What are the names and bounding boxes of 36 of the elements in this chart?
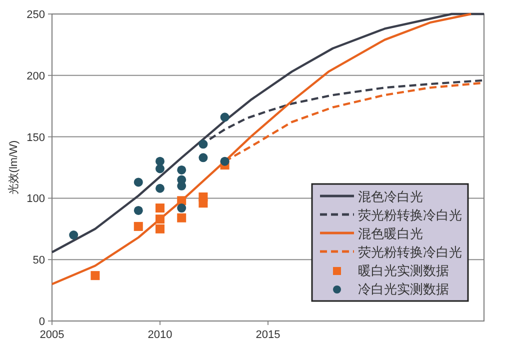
point <box>156 214 164 224</box>
point <box>220 112 230 122</box>
y-tick-label: 150 <box>26 132 45 144</box>
point <box>156 156 164 166</box>
point <box>134 206 143 215</box>
point <box>198 140 208 149</box>
point <box>198 153 208 162</box>
y-tick-label: 50 <box>32 254 45 267</box>
x-tick-label: 2010 <box>148 329 172 341</box>
point <box>156 184 164 193</box>
x-tick-label: 2005 <box>40 329 64 341</box>
y-tick-label: 200 <box>26 70 45 82</box>
point <box>177 204 186 213</box>
point <box>156 164 164 174</box>
point <box>90 271 100 280</box>
legend-label: 混色冷白光 <box>358 189 423 204</box>
point <box>69 230 78 240</box>
legend-label: 冷白光实测数据 <box>358 282 449 296</box>
y-tick-label: 250 <box>26 9 45 21</box>
point <box>134 222 143 231</box>
legend-label: 暖白光实测数据 <box>358 263 449 278</box>
point <box>134 178 143 187</box>
y-axis-title: 光效(lm/W) <box>7 140 20 195</box>
legend-label: 荧光粉转换冷白光 <box>358 244 462 260</box>
point <box>156 204 164 213</box>
x-tick-label: 2015 <box>256 329 280 341</box>
y-tick-label: 100 <box>26 193 45 206</box>
point <box>177 196 186 206</box>
point <box>177 213 186 222</box>
y-tick-label: 0 <box>38 316 45 328</box>
point <box>198 198 208 208</box>
point <box>220 156 230 166</box>
point <box>177 165 186 174</box>
legend-label: 荧光粉转换冷白光 <box>358 208 462 222</box>
point <box>156 224 164 234</box>
legend-label: 混色暖白光 <box>358 226 423 241</box>
